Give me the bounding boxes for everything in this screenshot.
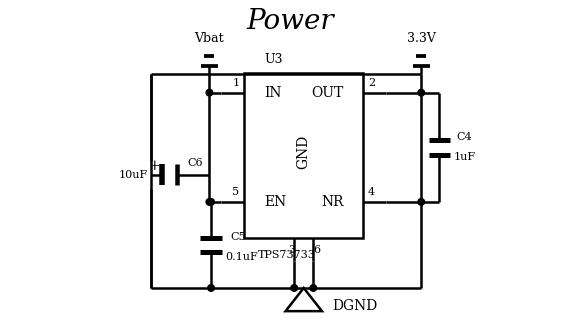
Circle shape [418, 89, 425, 96]
Circle shape [208, 199, 214, 205]
Text: 0.1uF: 0.1uF [225, 252, 258, 261]
Text: Power: Power [247, 8, 334, 35]
Text: C6: C6 [187, 158, 203, 168]
Text: DGND: DGND [332, 299, 377, 313]
Text: +: + [148, 159, 160, 173]
Text: Vbat: Vbat [195, 31, 224, 45]
Text: IN: IN [264, 86, 282, 100]
Text: C4: C4 [457, 132, 472, 142]
Text: 1: 1 [232, 78, 239, 88]
Text: EN: EN [264, 195, 286, 209]
Bar [244, 73, 363, 238]
Circle shape [418, 199, 425, 205]
Text: GND: GND [297, 135, 311, 169]
Text: 6: 6 [314, 245, 321, 255]
Circle shape [310, 285, 317, 291]
Text: U3: U3 [264, 53, 282, 66]
Text: C5: C5 [230, 232, 246, 242]
Text: 2: 2 [368, 78, 375, 88]
Circle shape [208, 285, 214, 291]
Circle shape [291, 285, 297, 291]
Polygon shape [285, 288, 322, 311]
Text: 3: 3 [288, 245, 295, 255]
Circle shape [206, 199, 213, 205]
Text: 10uF: 10uF [119, 169, 148, 180]
Circle shape [206, 89, 213, 96]
Text: 5: 5 [232, 187, 239, 197]
Text: 1uF: 1uF [453, 152, 475, 162]
Text: OUT: OUT [311, 86, 343, 100]
Text: NR: NR [321, 195, 343, 209]
Text: TPS73733: TPS73733 [257, 250, 315, 260]
Text: 4: 4 [368, 187, 375, 197]
Text: 3.3V: 3.3V [407, 31, 436, 45]
